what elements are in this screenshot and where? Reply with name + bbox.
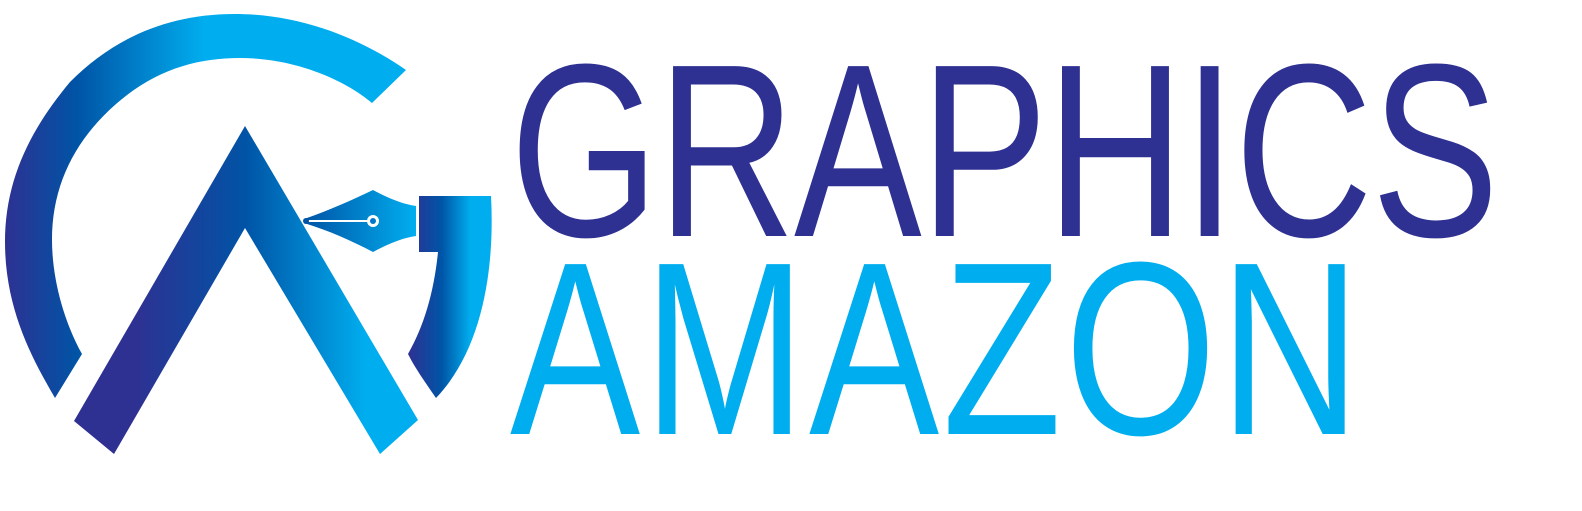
fountain-pen-nib-icon — [303, 190, 416, 252]
wordmark: GRAPHICS AMAZON — [510, 0, 1570, 511]
brand-line-amazon: AMAZON — [510, 211, 1364, 487]
g-hook-shape — [408, 196, 492, 398]
g-arc-shape — [5, 14, 406, 398]
a-chevron-shape — [74, 126, 418, 454]
ga-monogram-logo — [5, 14, 492, 454]
brand-line-graphics: GRAPHICS — [510, 13, 1499, 289]
